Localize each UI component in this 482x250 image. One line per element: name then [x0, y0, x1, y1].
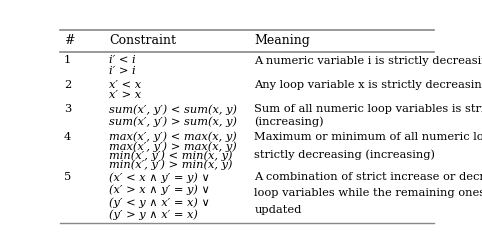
Text: Constraint: Constraint [109, 34, 176, 47]
Text: x′ < x: x′ < x [109, 80, 141, 90]
Text: Any loop variable x is strictly decreasing (increa...: Any loop variable x is strictly decreasi… [254, 80, 482, 90]
Text: updated: updated [254, 205, 302, 215]
Text: 4: 4 [64, 132, 71, 141]
Text: max(x′, y′) < max(x, y): max(x′, y′) < max(x, y) [109, 132, 237, 142]
Text: A combination of strict increase or decrease for ...: A combination of strict increase or decr… [254, 172, 482, 182]
Text: (x′ < x ∧ y′ = y) ∨: (x′ < x ∧ y′ = y) ∨ [109, 172, 210, 183]
Text: Meaning: Meaning [254, 34, 310, 47]
Text: i′ > i: i′ > i [109, 66, 135, 76]
Text: sum(x′, y′) > sum(x, y): sum(x′, y′) > sum(x, y) [109, 116, 237, 127]
Text: Maximum or minimum of all numeric loop varia...: Maximum or minimum of all numeric loop v… [254, 132, 482, 141]
Text: strictly decreasing (increasing): strictly decreasing (increasing) [254, 149, 436, 160]
Text: A numeric variable i is strictly decreasing (incre...: A numeric variable i is strictly decreas… [254, 55, 482, 66]
Text: min(x′, y′) > min(x, y): min(x′, y′) > min(x, y) [109, 160, 232, 170]
Text: 2: 2 [64, 80, 71, 90]
Text: #: # [64, 34, 75, 47]
Text: loop variables while the remaining ones are not: loop variables while the remaining ones … [254, 188, 482, 198]
Text: min(x′, y′) < min(x, y): min(x′, y′) < min(x, y) [109, 150, 232, 161]
Text: i′ < i: i′ < i [109, 55, 135, 65]
Text: 1: 1 [64, 55, 71, 65]
Text: max(x′, y′) > max(x, y): max(x′, y′) > max(x, y) [109, 141, 237, 152]
Text: 3: 3 [64, 104, 71, 114]
Text: sum(x′, y′) < sum(x, y): sum(x′, y′) < sum(x, y) [109, 104, 237, 115]
Text: 5: 5 [64, 172, 71, 182]
Text: Sum of all numeric loop variables is strictly decr...: Sum of all numeric loop variables is str… [254, 104, 482, 114]
Text: (increasing): (increasing) [254, 116, 324, 127]
Text: (y′ < y ∧ x′ = x) ∨: (y′ < y ∧ x′ = x) ∨ [109, 197, 210, 208]
Text: (x′ > x ∧ y′ = y) ∨: (x′ > x ∧ y′ = y) ∨ [109, 185, 210, 195]
Text: (y′ > y ∧ x′ = x): (y′ > y ∧ x′ = x) [109, 210, 198, 220]
Text: x′ > x: x′ > x [109, 90, 141, 100]
